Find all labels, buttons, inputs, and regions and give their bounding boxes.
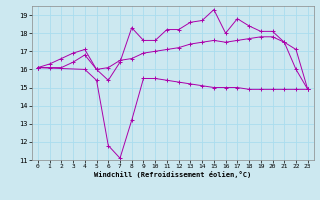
- X-axis label: Windchill (Refroidissement éolien,°C): Windchill (Refroidissement éolien,°C): [94, 171, 252, 178]
